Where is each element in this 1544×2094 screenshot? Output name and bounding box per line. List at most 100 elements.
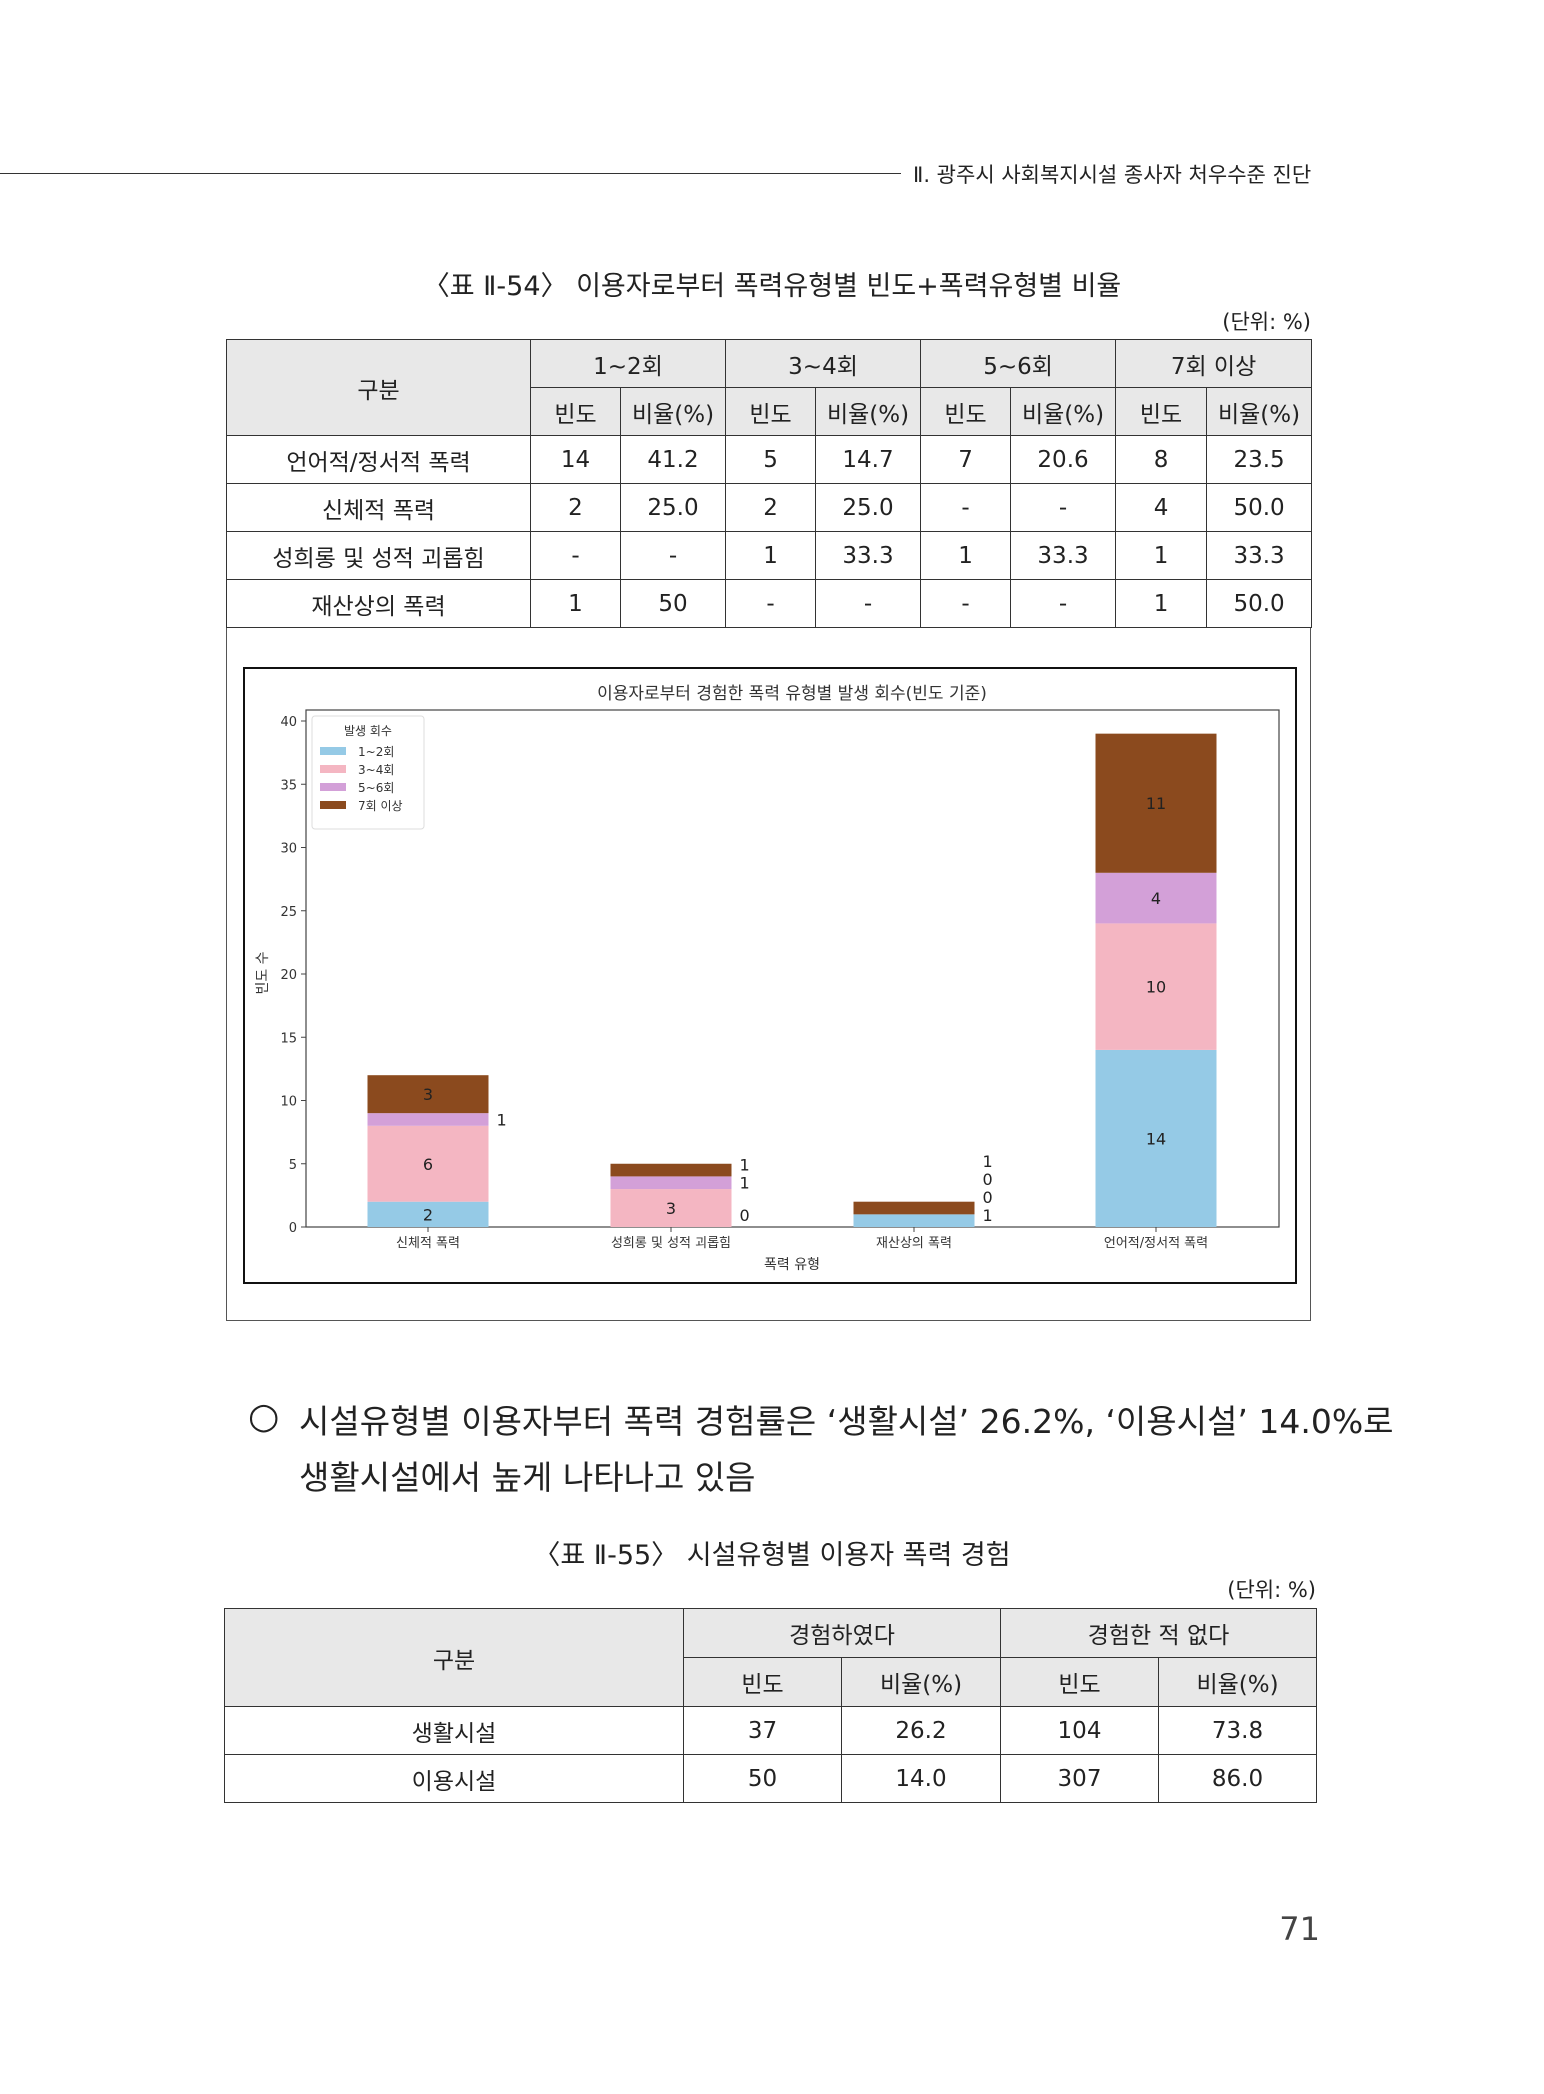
sub-header: 빈도 xyxy=(683,1657,842,1707)
group-header: 3~4회 xyxy=(725,339,922,388)
group-header: 경험하였다 xyxy=(683,1608,1001,1658)
bar-segment xyxy=(610,1176,732,1190)
y-tick-label: 25 xyxy=(280,905,297,920)
sub-header: 비율(%) xyxy=(619,387,727,436)
table-cell: - xyxy=(530,531,621,580)
sub-header: 비율(%) xyxy=(1010,387,1117,436)
sub-header: 빈도 xyxy=(920,387,1012,436)
plot-area xyxy=(305,709,1280,1228)
x-tick-label: 성희롱 및 성적 괴롭힘 xyxy=(611,1236,731,1251)
row-label: 이용시설 xyxy=(224,1754,684,1803)
group-header: 경험한 적 없다 xyxy=(1000,1608,1317,1658)
table1-title: 〈표 Ⅱ-54〉 이용자로부터 폭력유형별 빈도+폭력유형별 비율 xyxy=(422,271,1122,302)
table-row: 신체적 폭력 2 25.0 2 25.0- -4 50.0 xyxy=(226,483,1313,532)
x-tick-label: 신체적 폭력 xyxy=(396,1236,460,1251)
legend-title: 발생 회수 xyxy=(344,724,392,738)
table-cell: 23.5 xyxy=(1206,435,1313,484)
y-tick-label: 10 xyxy=(280,1095,297,1110)
table1: 구분 1~2회 3~4회 5~6회 7회 이상 빈도 비율(%) 빈도 비율(%) 빈도… xyxy=(226,339,1313,628)
table-cell: 8 xyxy=(1115,435,1208,484)
legend-label: 5~6회 xyxy=(358,781,394,795)
bar-value-label: 2 xyxy=(423,1205,433,1224)
legend-swatch xyxy=(320,765,346,773)
y-tick-label: 40 xyxy=(280,715,297,730)
table-cell: - xyxy=(619,531,727,580)
legend-label: 7회 이상 xyxy=(358,799,403,813)
bar-value-label: 1 xyxy=(983,1206,993,1225)
table-cell: 307 xyxy=(1000,1754,1159,1803)
table-cell: 33.3 xyxy=(815,531,922,580)
table-cell: - xyxy=(815,579,922,628)
row-label: 언어적/정서적 폭력 xyxy=(226,435,531,484)
y-tick-label: 30 xyxy=(280,842,297,857)
row-header: 구분 xyxy=(226,339,531,436)
table-cell: 33.3 xyxy=(1010,531,1117,580)
table-cell: 86.0 xyxy=(1158,1754,1317,1803)
bar-value-label: 0 xyxy=(740,1206,750,1225)
table-cell: 104 xyxy=(1000,1706,1159,1755)
y-tick-label: 5 xyxy=(289,1158,297,1173)
table-cell: 7 xyxy=(920,435,1012,484)
row-label: 재산상의 폭력 xyxy=(226,579,531,628)
table-cell: - xyxy=(1010,483,1117,532)
sub-header: 빈도 xyxy=(1115,387,1208,436)
x-axis-label: 폭력 유형 xyxy=(764,1257,820,1273)
bar-segment xyxy=(1095,733,1217,873)
table-cell: 33.3 xyxy=(1206,531,1313,580)
table-cell: 1 xyxy=(920,531,1012,580)
table-cell: - xyxy=(1010,579,1117,628)
group-header: 7회 이상 xyxy=(1115,339,1313,388)
table-cell: 1 xyxy=(1115,579,1208,628)
sub-header: 빈도 xyxy=(725,387,817,436)
table-row: 성희롱 및 성적 괴롭힘 - -1 33.3 1 33.3 1 33.3 xyxy=(226,531,1313,580)
table-cell: 73.8 xyxy=(1158,1706,1317,1755)
bar-value-label: 0 xyxy=(983,1188,993,1207)
bar-value-label: 0 xyxy=(983,1170,993,1189)
legend-swatch xyxy=(320,801,346,809)
row-label: 생활시설 xyxy=(224,1706,684,1755)
bar-value-label: 10 xyxy=(1146,978,1166,997)
sub-header: 비율(%) xyxy=(1206,387,1313,436)
sub-header: 비율(%) xyxy=(1158,1657,1317,1707)
table-cell: 50 xyxy=(683,1754,842,1803)
table-cell: 25.0 xyxy=(815,483,922,532)
legend-swatch xyxy=(320,783,346,791)
bar-segment xyxy=(853,1214,975,1227)
legend xyxy=(311,715,425,830)
legend-swatch xyxy=(320,747,346,755)
table-cell: 50.0 xyxy=(1206,483,1313,532)
legend-label: 3~4회 xyxy=(358,763,394,777)
y-tick-label: 20 xyxy=(280,968,297,983)
paragraph-line: 생활시설에서 높게 나타나고 있음 xyxy=(299,1458,756,1497)
table-cell: 25.0 xyxy=(619,483,727,532)
bar-segment xyxy=(1095,872,1217,924)
table-cell: 2 xyxy=(725,483,817,532)
sub-header: 비율(%) xyxy=(815,387,922,436)
table-cell: - xyxy=(920,483,1012,532)
row-header: 구분 xyxy=(224,1608,684,1707)
bar-value-label: 3 xyxy=(423,1085,433,1104)
table-cell: 41.2 xyxy=(619,435,727,484)
table-row: 생활시설 37 26.2 104 73.8 xyxy=(224,1706,1317,1755)
bar-segment xyxy=(367,1113,489,1126)
header-rule xyxy=(0,173,901,174)
bar-segment xyxy=(1095,1049,1217,1227)
bar-segment xyxy=(610,1163,732,1177)
table-row: 언어적/정서적 폭력 14 41.2 5 14.7 7 20.6 8 23.5 xyxy=(226,435,1313,484)
table-row: 재산상의 폭력 1 50- - - -1 50.0 xyxy=(226,579,1313,628)
stacked-bar-chart: 이용자로부터 경험한 폭력 유형별 발생 회수(빈도 기준)0510152025… xyxy=(255,684,1280,1273)
y-tick-label: 15 xyxy=(280,1031,297,1046)
sub-header: 빈도 xyxy=(1000,1657,1159,1707)
chart-title: 이용자로부터 경험한 폭력 유형별 발생 회수(빈도 기준) xyxy=(597,684,987,704)
paragraph-line: 시설유형별 이용자부터 폭력 경험률은 ‘생활시설’ 26.2%, ‘이용시설’… xyxy=(299,1402,1394,1441)
bar-value-label: 14 xyxy=(1146,1129,1166,1148)
table-cell: 5 xyxy=(725,435,817,484)
table-cell: 14.7 xyxy=(815,435,922,484)
table-cell: 1 xyxy=(1115,531,1208,580)
table-cell: - xyxy=(725,579,817,628)
bar-segment xyxy=(1095,923,1217,1050)
bar-value-label: 3 xyxy=(666,1199,676,1218)
table2-title: 〈표 Ⅱ-55〉 시설유형별 이용자 폭력 경험 xyxy=(533,1540,1011,1571)
bar-segment xyxy=(853,1201,975,1215)
bar-value-label: 1 xyxy=(740,1174,750,1193)
